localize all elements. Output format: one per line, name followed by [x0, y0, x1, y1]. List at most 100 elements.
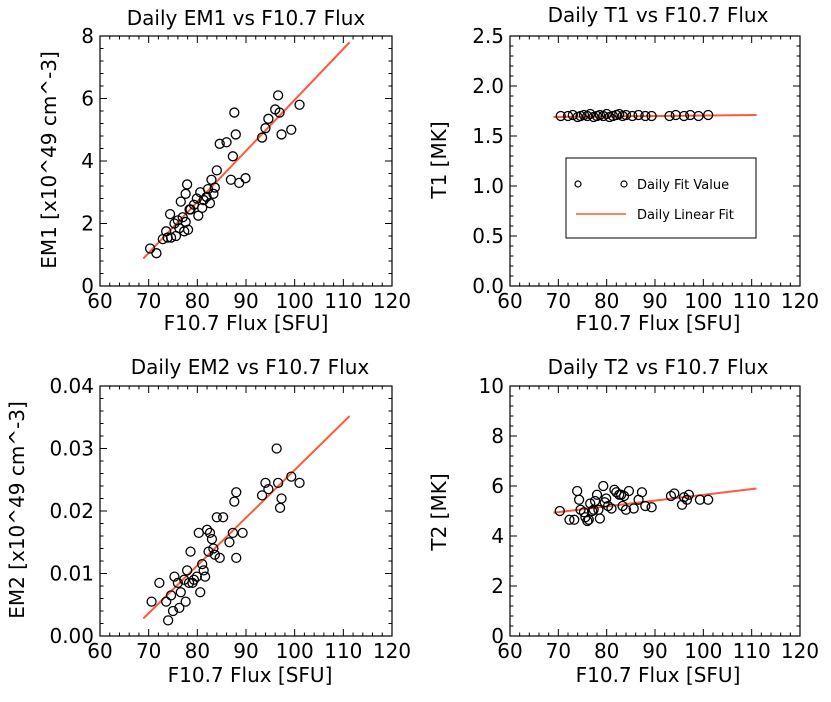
- x-axis-label: F10.7 Flux [SFU]: [576, 311, 741, 335]
- data-point: [182, 224, 194, 235]
- x-tick-label: 100: [684, 639, 722, 663]
- y-axis-label: EM1 [x10^49 cm^-3]: [37, 51, 61, 269]
- data-point: [678, 492, 690, 503]
- x-tick-label: 110: [733, 289, 771, 313]
- y-tick-label: 0: [491, 624, 504, 648]
- data-point: [181, 565, 193, 576]
- x-tick-label: 100: [684, 289, 722, 313]
- data-point: [693, 110, 704, 122]
- y-tick-label: 6: [491, 474, 504, 498]
- x-tick-label: 110: [324, 289, 362, 313]
- y-tick-label: 0.01: [49, 562, 94, 586]
- data-point: [294, 477, 305, 489]
- x-tick-label: 70: [546, 289, 571, 313]
- y-tick-label: 0.5: [472, 224, 504, 248]
- y-tick-label: 0.03: [49, 437, 94, 461]
- x-tick-label: 110: [733, 639, 771, 663]
- data-point: [188, 574, 200, 585]
- data-point: [214, 552, 225, 564]
- fit-line: [553, 114, 757, 118]
- plot-frame: [99, 385, 393, 637]
- data-point: [665, 490, 677, 502]
- y-axis-label: T1 [MK]: [427, 121, 451, 199]
- y-tick-label: 1.0: [472, 174, 504, 198]
- data-point: [640, 110, 651, 122]
- x-tick-label: 60: [497, 289, 522, 313]
- data-point: [204, 527, 216, 539]
- legend-marker-left: [574, 180, 582, 188]
- x-tick-label: 80: [594, 289, 619, 313]
- data-point: [646, 110, 657, 122]
- y-tick-label: 6: [81, 87, 94, 111]
- data-point: [180, 596, 191, 607]
- x-tick-label: 120: [781, 639, 819, 663]
- data-point: [214, 138, 225, 149]
- panel-t1: Daily T1 vs F10.7 Flux F10.7 Flux [SFU] …: [427, 3, 819, 335]
- data-point: [231, 552, 242, 564]
- data-point: [181, 179, 193, 190]
- data-point: [169, 571, 180, 582]
- data-point: [683, 489, 694, 500]
- panel-t2: Daily T2 vs F10.7 Flux F10.7 Flux [SFU] …: [427, 355, 819, 687]
- data-point: [585, 108, 596, 120]
- data-point: [598, 480, 609, 492]
- y-tick-label: 1.5: [472, 124, 504, 148]
- data-point: [180, 188, 191, 199]
- y-tick-label: 4: [81, 149, 94, 173]
- x-tick-label: 60: [87, 289, 112, 313]
- data-point: [685, 109, 696, 121]
- data-point: [161, 226, 172, 237]
- data-point: [185, 546, 196, 557]
- data-point: [274, 502, 286, 514]
- x-axis-label: F10.7 Flux [SFU]: [576, 663, 741, 687]
- data-point: [585, 498, 596, 509]
- x-axis-label: F10.7 Flux [SFU]: [168, 663, 333, 687]
- data-point: [569, 514, 580, 525]
- data-point: [286, 124, 297, 135]
- data-point: [263, 483, 274, 495]
- data-point: [646, 502, 657, 513]
- data-point: [165, 590, 177, 601]
- panel-title: Daily T2 vs F10.7 Flux: [548, 355, 769, 379]
- data-point: [201, 191, 212, 203]
- data-point: [583, 514, 594, 525]
- y-tick-label: 0.00: [49, 624, 94, 648]
- panel-em1: Daily EM1 vs F10.7 Flux F10.7 Flux [SFU]…: [37, 6, 411, 335]
- data-point: [201, 524, 213, 535]
- data-point: [601, 108, 612, 120]
- data-point: [669, 488, 680, 499]
- data-point: [573, 494, 585, 505]
- data-point: [161, 596, 172, 607]
- x-tick-label: 90: [233, 639, 258, 663]
- data-point: [164, 208, 176, 220]
- data-point: [256, 132, 268, 143]
- data-point: [703, 494, 714, 505]
- data-point: [623, 485, 635, 497]
- data-point: [211, 165, 222, 176]
- panel-em2: Daily EM2 vs F10.7 Flux F10.7 Flux [SFU]…: [5, 355, 411, 687]
- y-tick-label: 8: [491, 424, 504, 448]
- data-point: [286, 471, 297, 482]
- data-point: [230, 129, 241, 140]
- data-point: [594, 513, 606, 524]
- data-point: [272, 90, 284, 101]
- data-point: [578, 507, 590, 518]
- data-point: [197, 202, 208, 214]
- data-point: [628, 503, 639, 514]
- data-point: [237, 527, 248, 539]
- data-point: [162, 615, 174, 626]
- data-point: [564, 514, 575, 525]
- x-axis-label: F10.7 Flux [SFU]: [164, 311, 329, 335]
- data-point: [256, 490, 268, 501]
- x-tick-label: 120: [373, 639, 411, 663]
- y-tick-label: 4: [491, 524, 504, 548]
- data-point: [217, 512, 229, 523]
- data-point: [208, 543, 219, 554]
- fit-line: [142, 41, 351, 260]
- data-point: [204, 198, 216, 209]
- data-point: [191, 193, 202, 204]
- data-point: [606, 503, 617, 514]
- data-point: [229, 107, 240, 118]
- data-point: [274, 107, 285, 118]
